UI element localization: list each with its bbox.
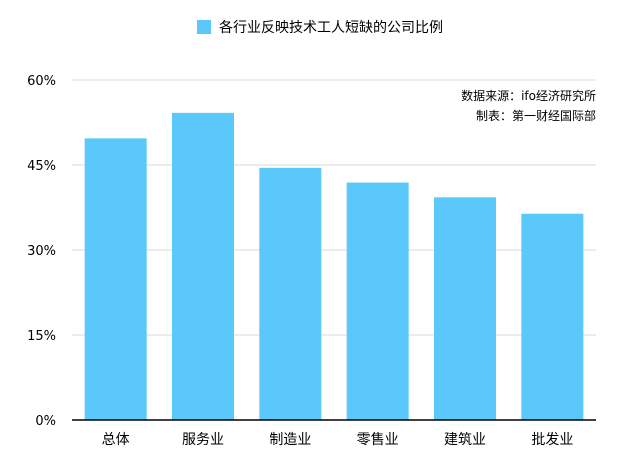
y-axis-ticks: 0% 15% 30% 45% 60%: [27, 74, 56, 429]
credit-text: 制表：第一财经国际部: [475, 109, 596, 123]
y-tick-label: 15%: [27, 329, 56, 344]
bar: [84, 138, 147, 420]
x-tick-label: 总体: [102, 432, 130, 448]
bar: [434, 197, 496, 420]
bars: [84, 112, 584, 420]
bar: [259, 167, 322, 420]
y-tick-label: 45%: [27, 159, 56, 174]
source-note: 数据来源：ifo经济研究所 制表：第一财经国际部: [461, 86, 596, 126]
gridlines: [72, 79, 596, 336]
x-axis-ticks: 总体 服务业 制造业 零售业 建筑业 批发业: [102, 432, 574, 448]
bar: [346, 182, 409, 420]
x-tick-label: 零售业: [357, 432, 399, 448]
chart-legend: 各行业反映技术工人短缺的公司比例: [0, 20, 640, 36]
bar: [172, 112, 234, 420]
legend-label: 各行业反映技术工人短缺的公司比例: [219, 20, 443, 36]
bar: [521, 213, 584, 420]
x-tick-label: 批发业: [531, 432, 573, 448]
y-tick-label: 0%: [35, 414, 56, 429]
x-tick-label: 建筑业: [444, 432, 486, 448]
x-tick-label: 制造业: [269, 432, 311, 448]
y-tick-label: 30%: [27, 244, 56, 259]
legend-swatch: [197, 20, 211, 34]
data-source-text: 数据来源：ifo经济研究所: [461, 89, 596, 103]
y-tick-label: 60%: [27, 74, 56, 89]
x-tick-label: 服务业: [182, 432, 224, 448]
